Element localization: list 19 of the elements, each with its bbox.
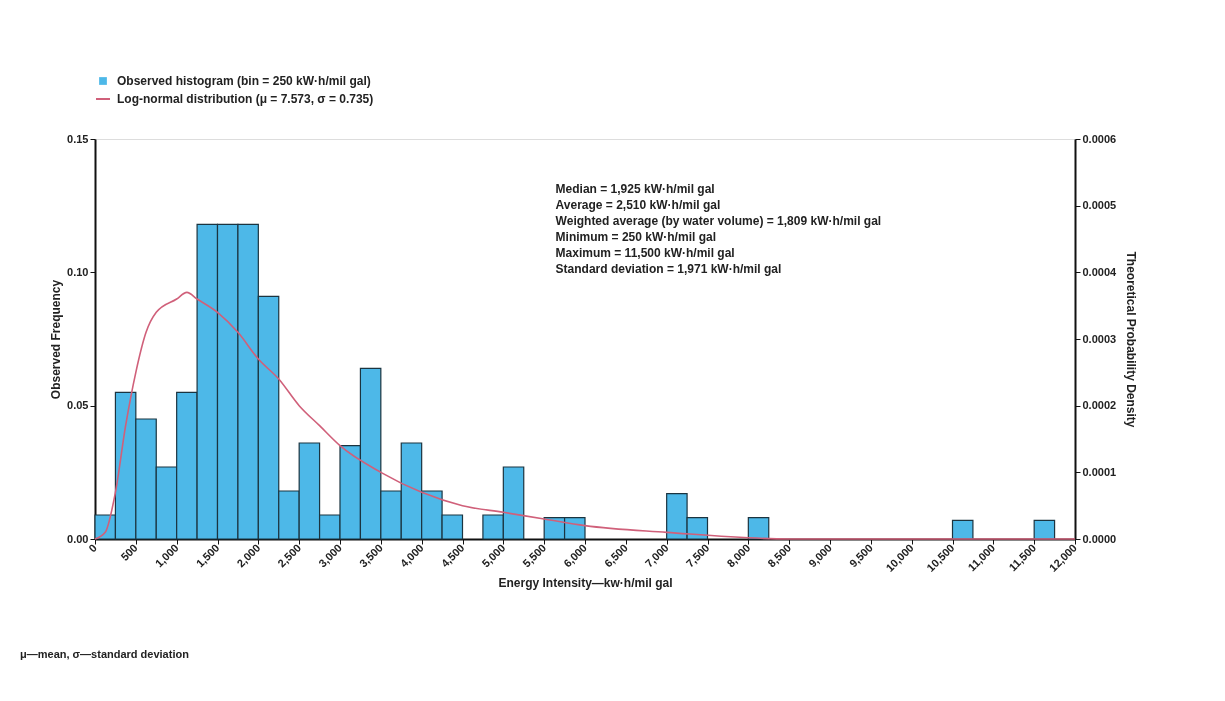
- text: μ—mean, σ—standard deviation: [20, 648, 190, 660]
- y-tick-label: 0.00: [67, 532, 89, 545]
- annotation: Median = 1,925 kW·h/mil gal Average = 2,510 kW·h/mil gal Weighted average (by water volume) = 1,809 kW·h/mil gal Minimum = 250 kW·h/mil gal Maximum = 11,500 kW·h/mil gal Standard deviation = 1,971 kW·h/mil gal: [555, 182, 882, 276]
- y-axis-title: Observed Frequency: [49, 279, 64, 400]
- x-tick-label: 500: [118, 541, 140, 564]
- y2-tick-label: 0.0002: [1082, 399, 1117, 412]
- y2-tick-label: 0.0004: [1082, 265, 1118, 278]
- x-axis-title: Energy Intensity—kw·h/mil gal: [498, 575, 673, 590]
- legend-label: Log-normal distribution (μ = 7.573, σ = 0.735): [117, 92, 374, 106]
- legend-label: Observed histogram (bin = 250 kW·h/mil gal): [117, 74, 371, 88]
- y2-tick-label: 0.0003: [1082, 332, 1117, 345]
- y-tick-label: 0.15: [67, 132, 89, 145]
- y-tick-label: 0.10: [67, 265, 89, 278]
- y-tick-label: 0.05: [67, 399, 89, 412]
- y2-axis-title: Theoretical Probability Density: [1124, 251, 1139, 428]
- y2-tick-label: 0.0001: [1082, 465, 1117, 478]
- y2-tick-label: 0.0006: [1082, 132, 1117, 145]
- y2-tick-label: 0.0000: [1082, 532, 1117, 545]
- y2-tick-label: 0.0005: [1082, 199, 1117, 212]
